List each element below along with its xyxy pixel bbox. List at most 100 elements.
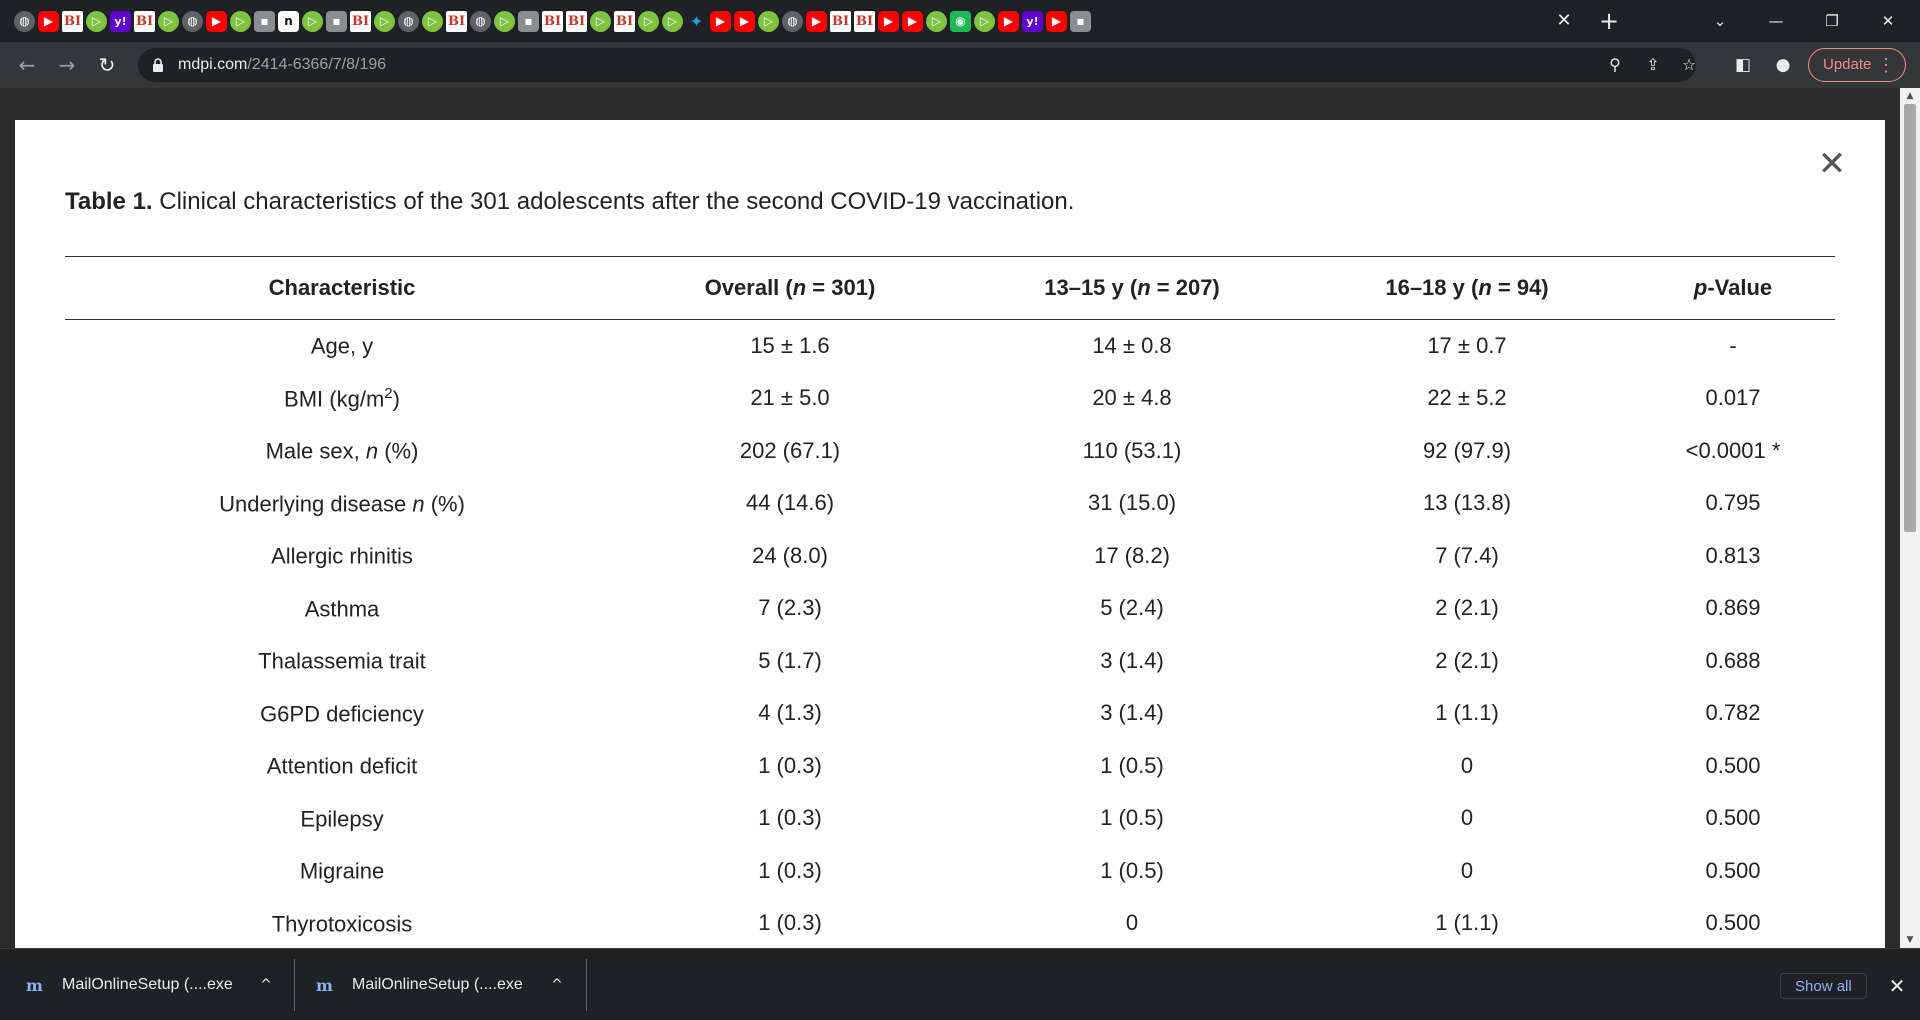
play-favicon-icon[interactable]: ▷ [158,10,179,32]
play-favicon-icon[interactable]: ▷ [302,10,323,32]
new-tab-button[interactable]: + [1598,7,1620,35]
play-favicon-icon[interactable]: ▷ [926,10,947,32]
bookmark-star-icon[interactable]: ☆ [1681,55,1697,74]
scroll-down-arrow[interactable]: ▼ [1906,935,1914,945]
y-favicon-icon[interactable]: y! [1022,10,1043,32]
download-bar-close-icon[interactable]: ✕ [1888,974,1906,998]
cell-age-13-15: 5 (2.4) [1100,595,1164,621]
characteristic-text: Allergic rhinitis [271,543,413,569]
profile-icon[interactable]: ● [1775,55,1791,75]
download-item[interactable]: m MailOnlineSetup (....exe [316,959,523,1011]
download-item[interactable]: m MailOnlineSetup (....exe [26,959,233,1011]
play-favicon-icon[interactable]: ▷ [662,10,683,32]
globe-favicon-icon[interactable]: ◍ [182,10,203,32]
header-text: Overall ( [704,275,793,300]
cell-age-13-15: 20 ± 4.8 [1092,385,1172,411]
yt-favicon-icon[interactable]: ▶ [806,10,827,32]
cell-characteristic: Thalassemia trait [65,635,619,688]
blk-favicon-icon[interactable]: n [278,10,299,32]
tw-favicon-icon[interactable]: ✦ [689,11,704,31]
page-scrollbar[interactable]: ▲ ▼ [1900,88,1920,948]
scroll-up-arrow[interactable]: ▲ [1906,91,1914,101]
y-favicon-icon[interactable]: y! [110,10,131,32]
play-favicon-icon[interactable]: ▷ [758,10,779,32]
play-favicon-icon[interactable]: ▷ [86,10,107,32]
minimize-icon[interactable]: — [1768,12,1784,30]
table-header-row: Characteristic Overall (n = 301) 13–15 y (… [65,256,1835,320]
play-favicon-icon[interactable]: ▷ [230,10,251,32]
bi-favicon-icon[interactable]: BI [614,10,635,32]
grn-favicon-icon[interactable]: ◉ [950,10,971,32]
header-text: = 94) [1491,275,1549,300]
play-favicon-icon[interactable]: ▷ [374,10,395,32]
cell-age-16-18: 1 (1.1) [1435,910,1499,936]
browser-toolbar: ← → ↻ mdpi.com/2414-6366/7/8/196 ⚲ ⇪ ☆ ◧… [0,42,1920,88]
tab-close-icon[interactable]: ✕ [1556,10,1572,31]
cell-age-13-15: 3 (1.4) [1100,647,1164,673]
globe-favicon-icon[interactable]: ◍ [398,10,419,32]
yt-favicon-icon[interactable]: ▶ [710,10,731,32]
window-close-icon[interactable]: ✕ [1881,12,1895,30]
menu-dots-icon[interactable]: ⋮ [1877,55,1895,75]
bi-favicon-icon[interactable]: BI [350,10,371,32]
bi-favicon-icon[interactable]: BI [446,10,467,32]
bi-favicon-icon[interactable]: BI [134,10,155,32]
gray-favicon-icon[interactable]: ▪ [326,10,347,32]
yt-favicon-icon[interactable]: ▶ [1046,10,1067,32]
share-icon[interactable]: ⇪ [1646,55,1660,74]
yt-favicon-icon[interactable]: ▶ [878,10,899,32]
characteristic-text: Attention deficit [266,753,418,779]
table-row: Migraine 1 (0.3) 1 (0.5) 0 0.500 [65,845,1835,898]
characteristics-table: Characteristic Overall (n = 301) 13–15 y (… [65,256,1835,950]
gray-favicon-icon[interactable]: ▪ [1070,10,1091,32]
gray-favicon-icon[interactable]: ▪ [518,10,539,32]
scroll-thumb[interactable] [1904,104,1916,532]
yt-favicon-icon[interactable]: ▶ [734,10,755,32]
header-text: = 301) [806,275,876,300]
restore-icon[interactable]: ❐ [1825,12,1839,30]
modal-close-icon[interactable]: ✕ [1817,144,1847,184]
bi-favicon-icon[interactable]: BI [854,10,875,32]
update-button[interactable]: Update ⋮ [1808,48,1906,82]
zoom-icon[interactable]: ⚲ [1609,55,1621,74]
side-panel-icon[interactable]: ◧ [1734,55,1752,75]
cell-age-13-15: 17 (8.2) [1094,542,1170,568]
play-favicon-icon[interactable]: ▷ [422,10,443,32]
yt-favicon-icon[interactable]: ▶ [902,10,923,32]
bi-favicon-icon[interactable]: BI [830,10,851,32]
play-favicon-icon[interactable]: ▷ [638,10,659,32]
back-icon[interactable]: ← [18,53,36,77]
bi-favicon-icon[interactable]: BI [566,10,587,32]
characteristic-text: BMI (kg/m [284,385,385,411]
cell-age-16-18: 2 (2.1) [1435,647,1499,673]
forward-icon[interactable]: → [58,53,76,77]
show-all-button[interactable]: Show all [1780,973,1867,999]
download-options-chevron-icon[interactable]: ^ [260,977,272,993]
cell-overall: 1 (0.3) [758,805,822,831]
header-characteristic: Characteristic [65,256,619,320]
bi-favicon-icon[interactable]: BI [542,10,563,32]
globe-favicon-icon[interactable]: ◍ [14,10,35,32]
cell-overall: 1 (0.3) [758,752,822,778]
bi-favicon-icon[interactable]: BI [62,10,83,32]
address-bar[interactable]: mdpi.com/2414-6366/7/8/196 ⚲ ⇪ ☆ [138,48,1696,82]
play-favicon-icon[interactable]: ▷ [974,10,995,32]
cell-age-16-18: 0 [1460,857,1474,883]
play-favicon-icon[interactable]: ▷ [590,10,611,32]
yt-favicon-icon[interactable]: ▶ [38,10,59,32]
yt-favicon-icon[interactable]: ▶ [998,10,1019,32]
table-row: G6PD deficiency 4 (1.3) 3 (1.4) 1 (1.1) 0.78… [65,687,1835,740]
cell-overall: 21 ± 5.0 [750,385,830,411]
globe-favicon-icon[interactable]: ◍ [782,10,803,32]
play-favicon-icon[interactable]: ▷ [494,10,515,32]
cell-overall: 5 (1.7) [758,647,822,673]
download-options-chevron-icon[interactable]: ^ [551,977,563,993]
lock-icon[interactable] [152,57,164,73]
yt-favicon-icon[interactable]: ▶ [206,10,227,32]
tab-search-icon[interactable]: ⌄ [1713,12,1727,30]
header-overall: Overall (n = 301) [619,256,961,320]
url-text[interactable]: mdpi.com/2414-6366/7/8/196 [178,56,386,74]
gray-favicon-icon[interactable]: ▪ [254,10,275,32]
globe-favicon-icon[interactable]: ◍ [470,10,491,32]
reload-icon[interactable]: ↻ [98,53,116,77]
